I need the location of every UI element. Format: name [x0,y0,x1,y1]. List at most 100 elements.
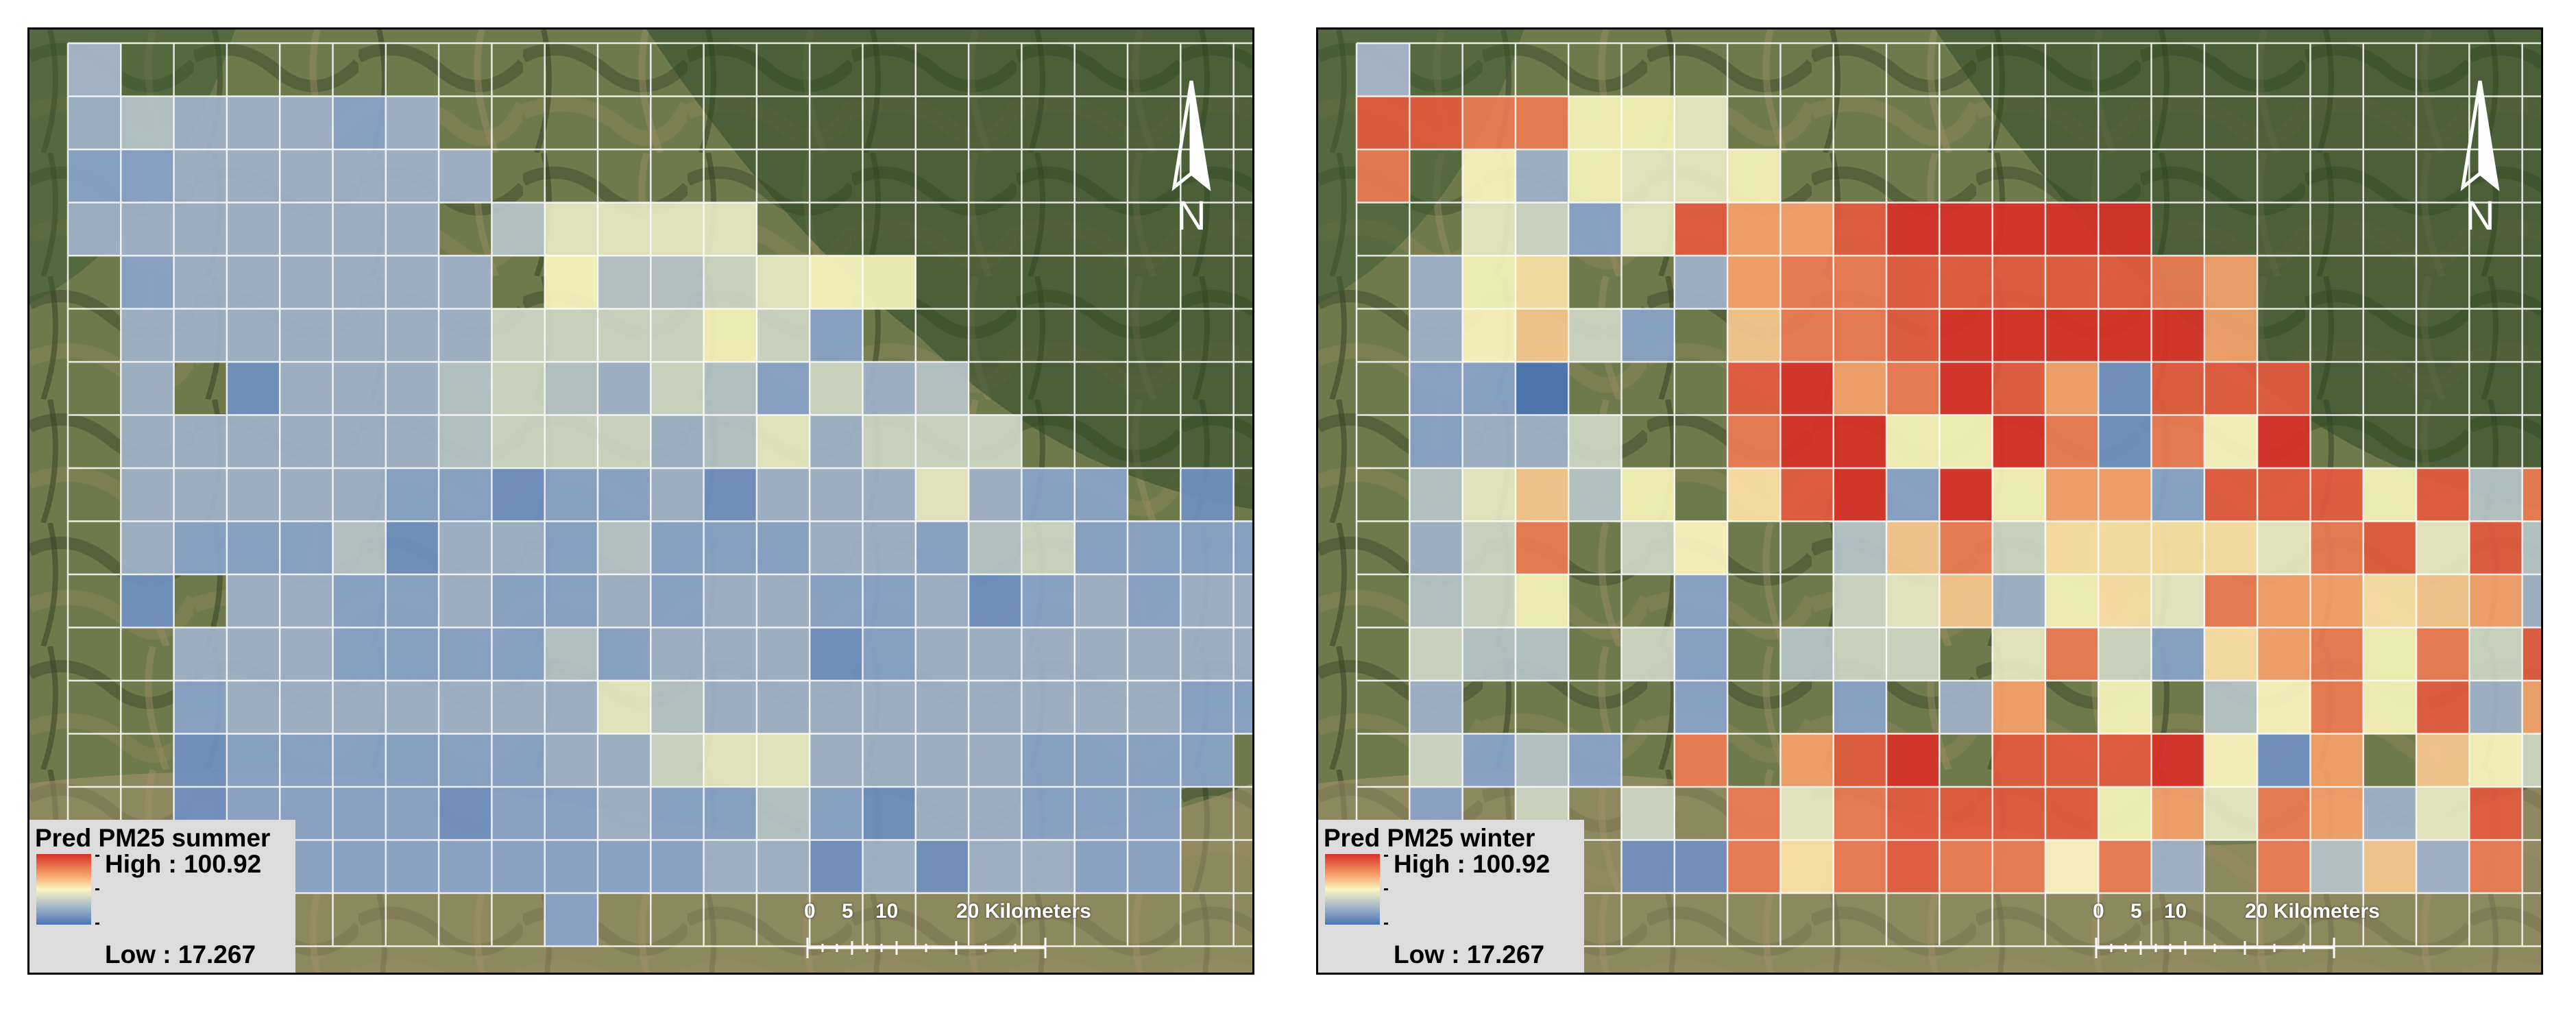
grid-cell [1180,468,1234,522]
grid-cell [1021,521,1075,574]
grid-cell [1462,733,1516,787]
grid-cell [1074,733,1128,787]
grid-cell [544,202,598,256]
scale-label-5: 5 [2130,900,2142,923]
legend-low-label: Low : 17.267 [105,940,256,969]
grid-cell [1621,308,1675,362]
grid-cell [2098,308,2152,362]
grid-cell [544,733,598,787]
grid-cell [1409,733,1463,787]
grid-cell [332,787,386,840]
grid-cell [332,733,386,787]
grid-cell [1833,840,1886,893]
grid-cell [2257,521,2311,574]
grid-cell [756,468,810,522]
grid-cell [2469,733,2523,787]
grid-cell [969,840,1022,893]
grid-cell [1674,733,1728,787]
grid-cell [651,681,704,734]
grid-cell [2363,574,2416,628]
grid-cell [1674,840,1728,893]
grid-cell [1886,202,1940,256]
grid-cell [68,43,121,97]
grid-cell [1515,202,1569,256]
grid-cell [1515,96,1569,149]
legend-summer: Pred PM25 summer High : 100.92 Low : 17.… [29,820,295,973]
grid-cell [810,787,863,840]
north-label: N [2465,193,2494,235]
grid-cell [2045,627,2099,681]
grid-cell [703,202,757,256]
pm25-grid-cells [68,43,1252,947]
grid-cell [173,415,227,468]
grid-cell [121,468,174,522]
grid-cell [2363,787,2416,840]
legend-high-label: High : 100.92 [1394,850,1551,878]
grid-cell [2204,733,2258,787]
grid-cell [332,521,386,574]
grid-cell [332,96,386,149]
grid-cell [1674,202,1728,256]
grid-cell [1233,627,1252,681]
grid-cell [1939,840,1993,893]
grid-cell [598,787,651,840]
grid-cell [173,681,227,734]
grid-cell [1409,681,1463,734]
grid-cell [121,202,174,256]
grid-cell [1886,733,1940,787]
grid-cell [598,256,651,309]
grid-cell [651,256,704,309]
grid-cell [491,574,545,628]
grid-cell [2151,574,2204,628]
map-panel-winter: N 0 5 10 20 Kilometers Pred PM25 winter … [1316,27,2543,975]
grid-cell [280,415,333,468]
grid-cell [756,256,810,309]
grid-cell [2363,521,2416,574]
grid-cell [544,468,598,522]
grid-cell [1568,415,1622,468]
grid-cell [1357,43,1410,97]
grid-cell [2416,468,2470,522]
grid-cell [280,362,333,415]
grid-cell [332,308,386,362]
grid-cell [439,308,492,362]
grid-cell [1886,415,1940,468]
grid-cell [2522,733,2541,787]
grid-cell [280,308,333,362]
grid-cell [2204,574,2258,628]
grid-cell [1515,256,1569,309]
grid-cell [1780,840,1834,893]
grid-cell [862,521,916,574]
grid-cell [439,415,492,468]
grid-cell [915,362,969,415]
grid-cell [1939,202,1993,256]
grid-cell [1021,840,1075,893]
grid-cell [862,733,916,787]
grid-cell [68,202,121,256]
grid-cell [1939,415,1993,468]
grid-cell [1780,787,1834,840]
grid-cell [862,362,916,415]
grid-cell [2363,681,2416,734]
north-arrow-icon: N [1171,80,1211,235]
grid-cell [226,468,280,522]
grid-cell [2363,627,2416,681]
grid-cell [385,574,439,628]
grid-cell [651,787,704,840]
grid-cell [2522,681,2541,734]
grid-cell [280,468,333,522]
grid-cell [2469,787,2523,840]
grid-cell [2098,787,2152,840]
grid-cell [226,521,280,574]
grid-cell [1621,149,1675,203]
grid-cell [1128,574,1181,628]
grid-cell [2416,574,2470,628]
grid-cell [969,521,1022,574]
grid-cell [439,840,492,893]
grid-cell [491,468,545,522]
legend-color-ramp [36,854,91,925]
grid-cell [1021,627,1075,681]
grid-cell [439,733,492,787]
grid-cell [1462,468,1516,522]
grid-cell [2098,574,2152,628]
